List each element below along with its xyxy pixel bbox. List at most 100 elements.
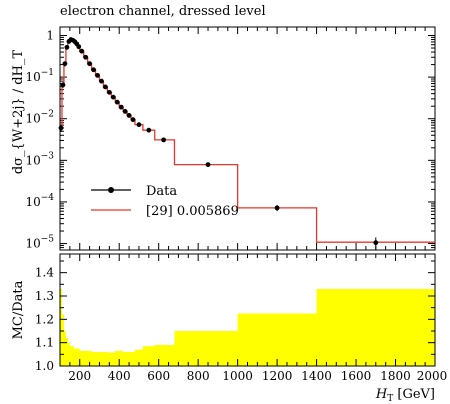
data-marker [274, 205, 280, 211]
data-marker [62, 61, 68, 67]
legend-data-marker [108, 187, 114, 193]
data-point-13 [91, 67, 96, 73]
ratio-panel: 1.0 1.1 1.2 1.3 1.4 200 400 600 800 1000 1200 1400… [11, 253, 448, 404]
data-marker [136, 122, 142, 128]
ratio-y-tick-label: 1.0 [35, 359, 54, 373]
data-marker [114, 99, 120, 105]
x-tick-label: 1800 [380, 369, 411, 383]
data-marker [76, 44, 82, 50]
main-x-ticks [59, 27, 436, 250]
y-tick-label-base: 10 [25, 112, 40, 126]
data-point-12 [87, 61, 93, 67]
x-axis-label-sub: T [387, 394, 393, 404]
data-marker [110, 94, 116, 100]
data-marker [373, 240, 379, 246]
data-marker [95, 72, 100, 78]
x-tick-label: 2000 [417, 369, 448, 383]
y-tick-label-base: 10 [25, 70, 40, 84]
data-marker [106, 89, 112, 95]
data-marker [205, 162, 211, 167]
main-panel: 110−110−210−310−410−5 dσ_{W+2j} / dH_T D… [11, 26, 436, 251]
data-marker [91, 67, 96, 73]
y-tick-label-base: 10 [25, 195, 40, 209]
data-point-20 [118, 104, 124, 110]
data-marker [64, 44, 70, 50]
data-point-2 [62, 61, 68, 67]
chart-title: electron channel, dressed level [60, 4, 266, 19]
data-marker [58, 125, 64, 131]
x-tick-label: 1400 [301, 369, 332, 383]
data-point-10 [79, 48, 85, 54]
x-axis-label-unit: [GeV] [393, 387, 435, 402]
x-tick-label: 200 [68, 369, 91, 383]
legend: Data [29] 0.005869 [91, 184, 239, 219]
data-point-9 [76, 44, 82, 50]
data-marker [99, 78, 104, 84]
data-point-28 [274, 205, 280, 212]
data-point-25 [146, 127, 152, 133]
data-point-23 [130, 117, 136, 123]
y-tick-label: 10−5 [25, 235, 54, 251]
mc-prediction-line [60, 38, 435, 243]
x-tick-label: 1600 [341, 369, 372, 383]
ratio-x-ticks: 200 400 600 800 1000 1200 1400 1600 1800 2000 [59, 254, 448, 383]
main-panel-frame [59, 26, 436, 251]
data-point-15 [99, 78, 104, 84]
y-tick-label-base: 10 [25, 237, 40, 251]
data-marker [126, 113, 132, 118]
data-marker [130, 117, 136, 123]
x-tick-label: 1200 [262, 369, 293, 383]
y-tick-label-exponent: −5 [41, 235, 55, 245]
data-point-14 [95, 72, 100, 78]
y-tick-label-exponent: −4 [41, 193, 55, 203]
y-tick-label-base: 1 [46, 28, 54, 42]
data-point-29 [373, 237, 379, 250]
x-tick-label: 1000 [222, 369, 253, 383]
data-marker [102, 84, 108, 90]
data-marker [146, 127, 152, 133]
ratio-uncertainty-band [60, 289, 435, 366]
x-tick-label: 800 [187, 369, 210, 383]
ratio-y-tick-label: 1.4 [35, 266, 54, 280]
data-point-22 [126, 113, 132, 118]
y-tick-label: 10−2 [25, 110, 54, 126]
data-marker [79, 48, 85, 54]
data-point-24 [136, 122, 142, 128]
main-y-axis-label: dσ_{W+2j} / dH_T [11, 50, 26, 175]
y-tick-label: 10−4 [25, 193, 54, 209]
data-point-19 [114, 99, 120, 105]
y-tick-label: 10−1 [25, 68, 54, 84]
x-axis-label: HT [GeV] [375, 387, 435, 404]
y-tick-label: 10−3 [25, 151, 54, 167]
ratio-y-tick-label: 1.2 [35, 312, 54, 326]
x-tick-label: 600 [147, 369, 170, 383]
data-point-1 [60, 82, 66, 88]
data-point-16 [102, 84, 108, 90]
legend-data-label: Data [146, 184, 177, 199]
data-marker [87, 61, 93, 67]
data-marker [118, 104, 124, 110]
data-marker [122, 108, 128, 114]
y-tick-label: 1 [46, 28, 54, 42]
data-points [58, 37, 379, 250]
data-point-21 [122, 108, 128, 114]
data-point-0 [58, 124, 64, 132]
y-tick-label-base: 10 [25, 153, 40, 167]
ratio-y-tick-label: 1.1 [35, 336, 54, 350]
ratio-y-tick-label: 1.3 [35, 289, 54, 303]
data-point-17 [106, 89, 112, 95]
ratio-y-axis-label: MC/Data [11, 280, 26, 339]
data-point-18 [110, 94, 116, 100]
data-point-26 [161, 137, 167, 143]
ratio-y-ticks: 1.0 1.1 1.2 1.3 1.4 [35, 260, 435, 373]
data-marker [161, 137, 167, 143]
data-point-27 [205, 162, 211, 167]
data-marker [83, 54, 89, 60]
main-y-ticks: 110−110−210−310−410−5 [25, 28, 435, 251]
x-axis-label-symbol: H [375, 387, 388, 402]
legend-mc-label: [29] 0.005869 [146, 204, 239, 219]
data-point-11 [83, 54, 89, 60]
x-tick-label: 400 [108, 369, 131, 383]
y-tick-label-exponent: −3 [41, 151, 55, 161]
